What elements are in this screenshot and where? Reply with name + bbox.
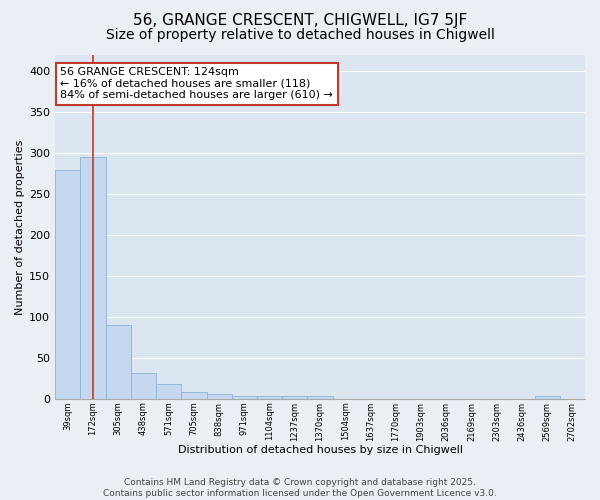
Bar: [181, 392, 206, 399]
Bar: [307, 396, 332, 399]
X-axis label: Distribution of detached houses by size in Chigwell: Distribution of detached houses by size …: [178, 445, 463, 455]
Bar: [55, 170, 80, 399]
Bar: [106, 325, 131, 399]
Text: Size of property relative to detached houses in Chigwell: Size of property relative to detached ho…: [106, 28, 494, 42]
Text: 56, GRANGE CRESCENT, CHIGWELL, IG7 5JF: 56, GRANGE CRESCENT, CHIGWELL, IG7 5JF: [133, 12, 467, 28]
Bar: [206, 394, 232, 399]
Bar: [131, 372, 156, 399]
Bar: [80, 158, 106, 399]
Y-axis label: Number of detached properties: Number of detached properties: [15, 139, 25, 314]
Bar: [156, 384, 181, 399]
Bar: [232, 396, 257, 399]
Text: Contains HM Land Registry data © Crown copyright and database right 2025.
Contai: Contains HM Land Registry data © Crown c…: [103, 478, 497, 498]
Bar: [535, 396, 560, 399]
Text: 56 GRANGE CRESCENT: 124sqm
← 16% of detached houses are smaller (118)
84% of sem: 56 GRANGE CRESCENT: 124sqm ← 16% of deta…: [61, 67, 334, 100]
Bar: [282, 396, 307, 399]
Bar: [257, 396, 282, 399]
